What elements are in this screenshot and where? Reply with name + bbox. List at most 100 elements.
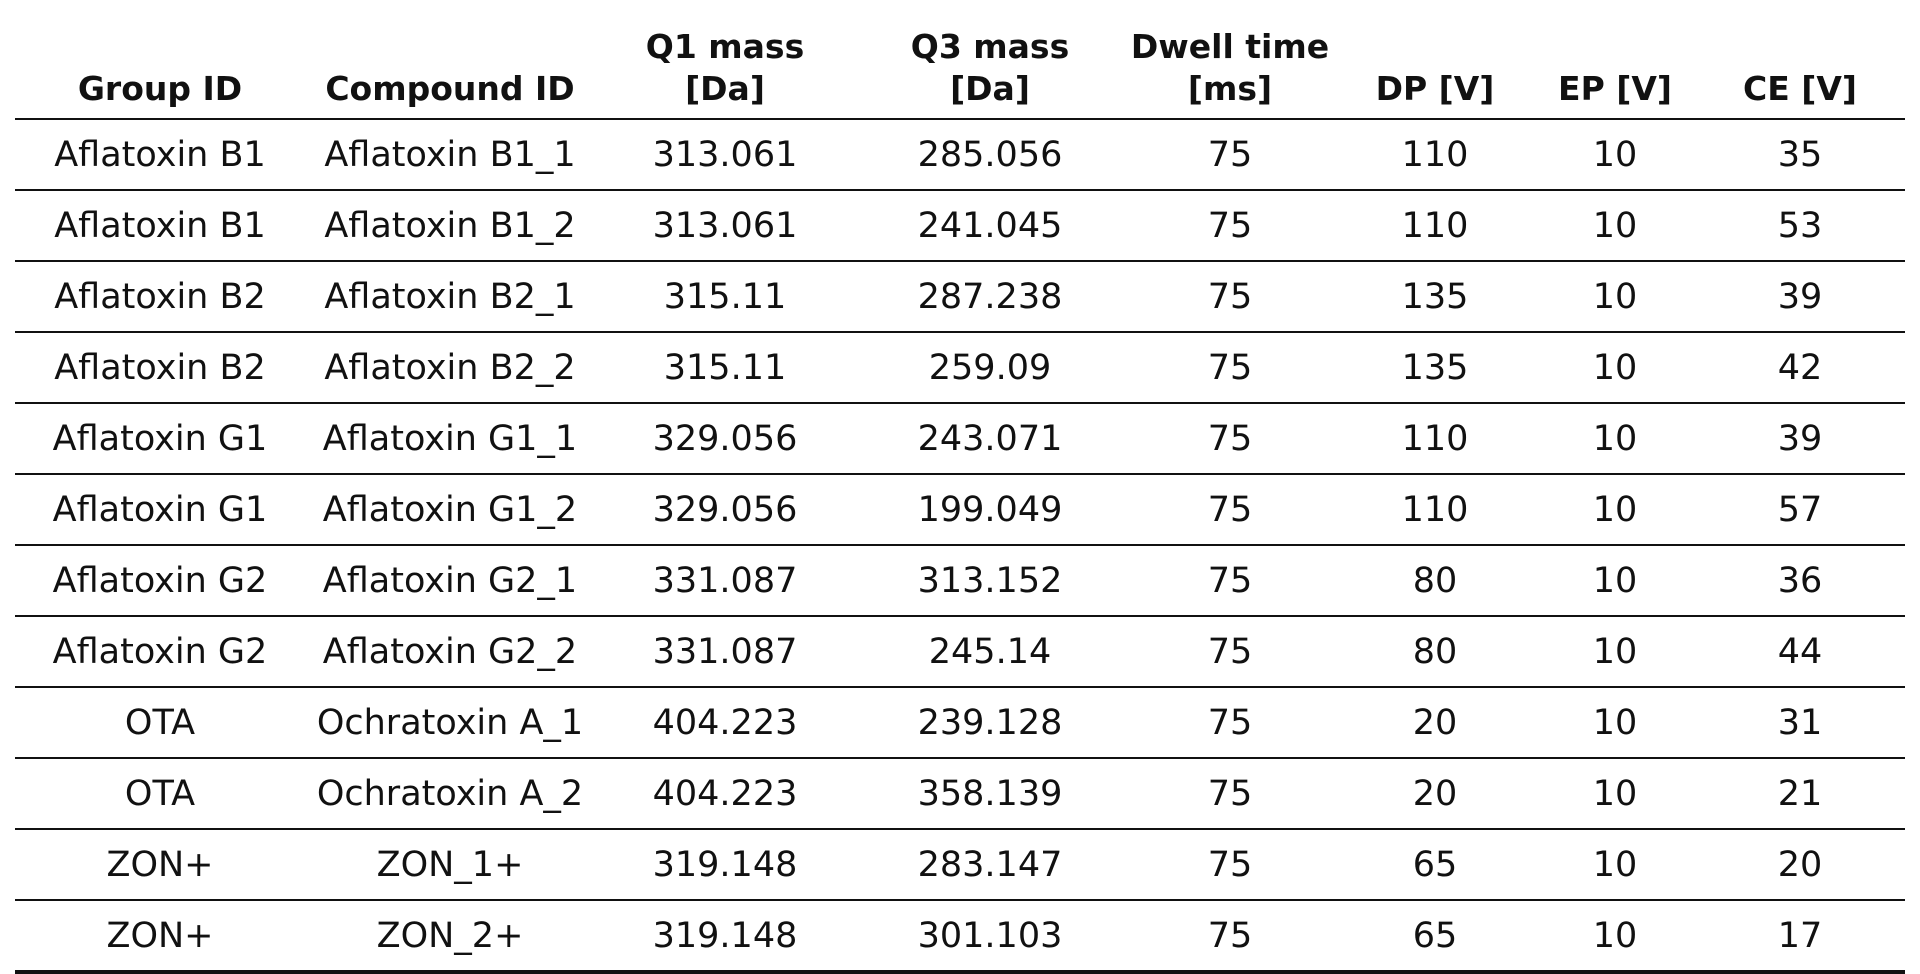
mrm-parameters-table-container: Group ID Compound ID Q1 mass [Da] Q3 mas… <box>15 0 1905 974</box>
table-row: Aflatoxin G1 Aflatoxin G1_1 329.056 243.… <box>15 403 1905 475</box>
cell-dwell-time: 75 <box>1125 900 1335 974</box>
cell-q1-mass: 319.148 <box>595 829 855 901</box>
table-row: Aflatoxin G1 Aflatoxin G1_2 329.056 199.… <box>15 474 1905 546</box>
table-row: Aflatoxin G2 Aflatoxin G2_1 331.087 313.… <box>15 545 1905 617</box>
cell-ep: 10 <box>1535 119 1695 191</box>
cell-dp: 135 <box>1335 332 1535 404</box>
cell-dwell-time: 75 <box>1125 332 1335 404</box>
cell-dwell-time: 75 <box>1125 616 1335 688</box>
table-row: Aflatoxin B2 Aflatoxin B2_2 315.11 259.0… <box>15 332 1905 404</box>
header-q3-mass-line2: [Da] <box>950 69 1030 108</box>
cell-q3-mass: 239.128 <box>855 687 1125 759</box>
cell-dwell-time: 75 <box>1125 261 1335 333</box>
mrm-parameters-table: Group ID Compound ID Q1 mass [Da] Q3 mas… <box>15 0 1905 974</box>
cell-ce: 53 <box>1695 190 1905 262</box>
cell-group-id: Aflatoxin B1 <box>15 119 305 191</box>
cell-compound-id: Aflatoxin B1_1 <box>305 119 595 191</box>
header-q3-mass: Q3 mass [Da] <box>855 0 1125 120</box>
cell-ep: 10 <box>1535 261 1695 333</box>
cell-dwell-time: 75 <box>1125 474 1335 546</box>
cell-group-id: Aflatoxin G2 <box>15 545 305 617</box>
cell-compound-id: Aflatoxin G2_1 <box>305 545 595 617</box>
cell-dwell-time: 75 <box>1125 403 1335 475</box>
cell-dp: 20 <box>1335 758 1535 830</box>
cell-group-id: Aflatoxin G2 <box>15 616 305 688</box>
header-compound-id: Compound ID <box>305 0 595 120</box>
cell-dwell-time: 75 <box>1125 687 1335 759</box>
cell-ce: 21 <box>1695 758 1905 830</box>
cell-ce: 42 <box>1695 332 1905 404</box>
cell-q1-mass: 331.087 <box>595 616 855 688</box>
cell-group-id: OTA <box>15 687 305 759</box>
cell-ep: 10 <box>1535 687 1695 759</box>
cell-q1-mass: 404.223 <box>595 687 855 759</box>
cell-q1-mass: 315.11 <box>595 332 855 404</box>
cell-ce: 20 <box>1695 829 1905 901</box>
cell-compound-id: Aflatoxin B2_1 <box>305 261 595 333</box>
cell-q3-mass: 243.071 <box>855 403 1125 475</box>
cell-group-id: OTA <box>15 758 305 830</box>
cell-ce: 31 <box>1695 687 1905 759</box>
header-q1-mass: Q1 mass [Da] <box>595 0 855 120</box>
header-ce: CE [V] <box>1695 0 1905 120</box>
cell-ce: 44 <box>1695 616 1905 688</box>
table-row: Aflatoxin G2 Aflatoxin G2_2 331.087 245.… <box>15 616 1905 688</box>
cell-dp: 110 <box>1335 190 1535 262</box>
cell-ep: 10 <box>1535 190 1695 262</box>
table-row: ZON+ ZON_2+ 319.148 301.103 75 65 10 17 <box>15 900 1905 974</box>
cell-dp: 110 <box>1335 403 1535 475</box>
cell-group-id: Aflatoxin G1 <box>15 474 305 546</box>
header-dwell-time-line2: [ms] <box>1187 69 1273 108</box>
cell-dwell-time: 75 <box>1125 190 1335 262</box>
table-row: OTA Ochratoxin A_1 404.223 239.128 75 20… <box>15 687 1905 759</box>
cell-compound-id: ZON_2+ <box>305 900 595 974</box>
cell-dwell-time: 75 <box>1125 119 1335 191</box>
table-row: Aflatoxin B2 Aflatoxin B2_1 315.11 287.2… <box>15 261 1905 333</box>
cell-ep: 10 <box>1535 616 1695 688</box>
cell-group-id: Aflatoxin B1 <box>15 190 305 262</box>
cell-q3-mass: 313.152 <box>855 545 1125 617</box>
cell-dp: 20 <box>1335 687 1535 759</box>
cell-ep: 10 <box>1535 758 1695 830</box>
cell-compound-id: Ochratoxin A_1 <box>305 687 595 759</box>
cell-dp: 110 <box>1335 474 1535 546</box>
cell-q3-mass: 358.139 <box>855 758 1125 830</box>
cell-ep: 10 <box>1535 545 1695 617</box>
cell-compound-id: ZON_1+ <box>305 829 595 901</box>
cell-ce: 39 <box>1695 261 1905 333</box>
header-ep-line2: EP [V] <box>1558 69 1672 108</box>
cell-q1-mass: 315.11 <box>595 261 855 333</box>
header-group-id: Group ID <box>15 0 305 120</box>
cell-compound-id: Aflatoxin G1_2 <box>305 474 595 546</box>
header-ep: EP [V] <box>1535 0 1695 120</box>
header-dwell-time: Dwell time [ms] <box>1125 0 1335 120</box>
header-group-id-line2: Group ID <box>77 69 243 108</box>
cell-compound-id: Aflatoxin G2_2 <box>305 616 595 688</box>
cell-ep: 10 <box>1535 332 1695 404</box>
cell-q3-mass: 259.09 <box>855 332 1125 404</box>
cell-q1-mass: 329.056 <box>595 403 855 475</box>
cell-compound-id: Aflatoxin B2_2 <box>305 332 595 404</box>
cell-dwell-time: 75 <box>1125 545 1335 617</box>
cell-dp: 80 <box>1335 616 1535 688</box>
cell-q1-mass: 313.061 <box>595 119 855 191</box>
cell-q3-mass: 245.14 <box>855 616 1125 688</box>
cell-compound-id: Aflatoxin B1_2 <box>305 190 595 262</box>
cell-ce: 57 <box>1695 474 1905 546</box>
table-row: Aflatoxin B1 Aflatoxin B1_1 313.061 285.… <box>15 119 1905 191</box>
cell-q3-mass: 283.147 <box>855 829 1125 901</box>
cell-dp: 65 <box>1335 900 1535 974</box>
table-header: Group ID Compound ID Q1 mass [Da] Q3 mas… <box>15 0 1905 120</box>
cell-q3-mass: 199.049 <box>855 474 1125 546</box>
cell-q3-mass: 241.045 <box>855 190 1125 262</box>
table-body: Aflatoxin B1 Aflatoxin B1_1 313.061 285.… <box>15 119 1905 974</box>
cell-group-id: Aflatoxin G1 <box>15 403 305 475</box>
cell-q1-mass: 313.061 <box>595 190 855 262</box>
header-dp: DP [V] <box>1335 0 1535 120</box>
header-row: Group ID Compound ID Q1 mass [Da] Q3 mas… <box>15 0 1905 120</box>
cell-dp: 110 <box>1335 119 1535 191</box>
table-row: ZON+ ZON_1+ 319.148 283.147 75 65 10 20 <box>15 829 1905 901</box>
cell-dwell-time: 75 <box>1125 758 1335 830</box>
table-row: Aflatoxin B1 Aflatoxin B1_2 313.061 241.… <box>15 190 1905 262</box>
cell-q3-mass: 287.238 <box>855 261 1125 333</box>
